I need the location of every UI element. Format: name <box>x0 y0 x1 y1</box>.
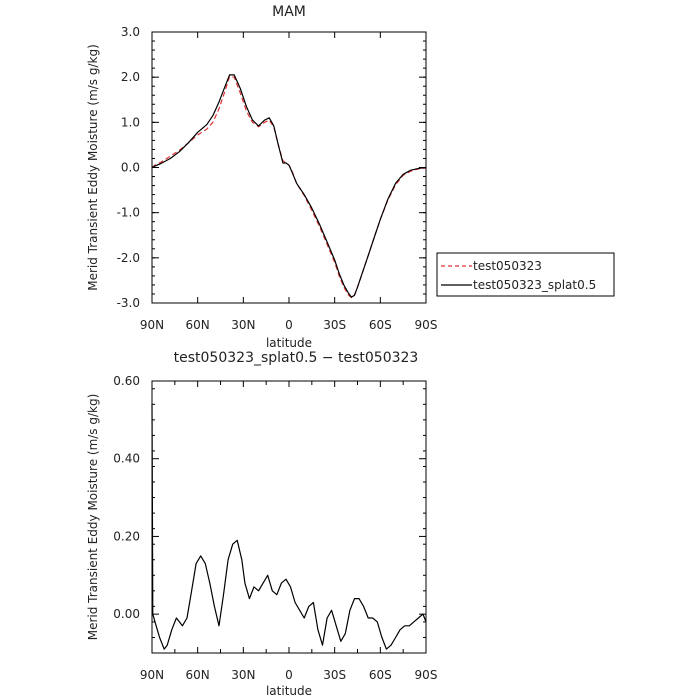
x-tick-label-90n: 90N <box>140 318 164 332</box>
x-tick-label-60n: 60N <box>186 668 210 682</box>
bottom-axis-ticks: 90N 60N 30N 0 30S 60S 90S 0.00 0.20 0.40 0.60 <box>113 374 437 682</box>
y-tick-label-0-40: 0.40 <box>113 452 140 466</box>
series-line-difference <box>151 404 427 650</box>
legend-box <box>436 252 615 297</box>
y-tick-label-3-0: -3.0 <box>117 296 140 310</box>
top-line-chart: MAM 90N 60N 30N 0 30S 60S 90S -3.0 -2.0 -1.0 0.0 1.… <box>86 4 437 350</box>
bottom-series-lines <box>151 404 427 650</box>
x-tick-label-60s: 60S <box>369 668 392 682</box>
top-plot-frame <box>151 31 427 304</box>
x-tick-label-60n: 60N <box>186 318 210 332</box>
x-tick-label-30s: 30S <box>323 318 346 332</box>
y-tick-label-0-00: 0.00 <box>113 607 140 621</box>
bottom-plot-frame <box>151 380 427 654</box>
x-tick-label-90s: 90S <box>415 318 438 332</box>
bottom-y-axis-title: Merid Transient Eddy Moisture (m/s g/kg) <box>86 394 100 641</box>
series-line-test050323-splat0-5 <box>151 74 427 298</box>
x-tick-label-30n: 30N <box>231 668 255 682</box>
x-tick-label-90s: 90S <box>415 668 438 682</box>
y-tick-label-2-0: -2.0 <box>117 251 140 265</box>
x-tick-label-0: 0 <box>285 668 293 682</box>
top-y-axis-title: Merid Transient Eddy Moisture (m/s g/kg) <box>86 44 100 291</box>
x-tick-label-0: 0 <box>285 318 293 332</box>
series-line-test050323 <box>151 75 427 299</box>
bottom-line-chart: test050323_splat0.5 − test050323 90N 60N 3… <box>86 350 437 698</box>
y-tick-label-3-0: 3.0 <box>121 25 140 39</box>
x-tick-label-30s: 30S <box>323 668 346 682</box>
x-tick-label-30n: 30N <box>231 318 255 332</box>
legend-label-test050323: test050323 <box>473 259 542 273</box>
legend: test050323 test050323_splat0.5 <box>436 252 615 297</box>
top-chart-title: MAM <box>272 4 306 20</box>
top-axis-ticks: 90N 60N 30N 0 30S 60S 90S -3.0 -2.0 -1.0 0.0 1.0 2.0… <box>117 25 438 332</box>
y-tick-label-2-0: 2.0 <box>121 70 140 84</box>
y-tick-label-0-0: 0.0 <box>121 161 140 175</box>
y-tick-label-0-60: 0.60 <box>113 374 140 388</box>
y-tick-label-0-20: 0.20 <box>113 529 140 543</box>
bottom-x-axis-title: latitude <box>266 684 312 698</box>
legend-label-test050323-splat0-5: test050323_splat0.5 <box>473 278 596 292</box>
x-tick-label-90n: 90N <box>140 668 164 682</box>
top-series-lines <box>151 74 427 299</box>
top-x-axis-title: latitude <box>266 336 312 350</box>
y-tick-label-1-0: -1.0 <box>117 206 140 220</box>
bottom-chart-title: test050323_splat0.5 − test050323 <box>174 350 419 366</box>
y-tick-label-1-0: 1.0 <box>121 115 140 129</box>
x-tick-label-60s: 60S <box>369 318 392 332</box>
